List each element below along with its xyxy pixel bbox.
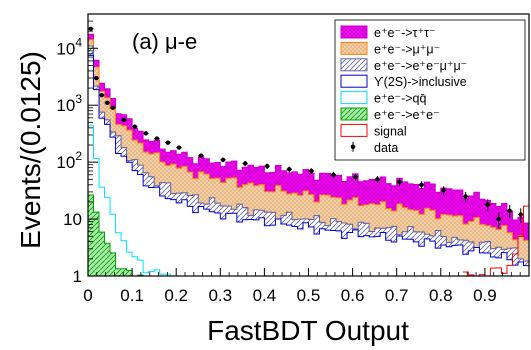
legend-swatch — [340, 123, 368, 137]
y-tick-label: 102 — [56, 149, 82, 172]
data-point — [330, 171, 337, 179]
data-point — [143, 131, 149, 136]
data-point — [352, 173, 359, 181]
data-point — [517, 208, 524, 223]
data-point — [93, 75, 100, 81]
y-axis-title: Events/(0.0125) — [15, 51, 46, 249]
series-6-histogram — [462, 149, 529, 276]
legend-label: e⁺e⁻->μ⁺μ⁻ — [374, 42, 440, 56]
data-point — [264, 163, 270, 169]
x-tick-label: 0 — [83, 286, 92, 305]
x-axis: 0 0.1 0.2 0.3 0.4 0.5 0.6 0.7 0.8 0.9 — [83, 268, 521, 305]
legend-label: data — [374, 141, 398, 155]
data-point — [88, 26, 94, 31]
legend-swatch — [340, 91, 368, 105]
data-point — [132, 124, 138, 129]
series-4-histogram — [88, 125, 172, 276]
legend-item: signal — [340, 123, 407, 138]
legend-item: e⁺e⁻->e⁺e⁻ — [340, 107, 440, 122]
data-points-layer — [88, 26, 524, 229]
legend-label: e⁺e⁻->τ⁺τ⁻ — [374, 26, 436, 40]
data-point — [154, 136, 160, 141]
data-point — [176, 145, 182, 150]
y-axis: 1 10 102 103 104 — [56, 20, 98, 286]
legend-swatch — [340, 41, 368, 55]
legend-item: e⁺e⁻->qq̄ — [340, 91, 427, 106]
data-point — [165, 140, 171, 145]
data-point — [308, 168, 315, 175]
x-tick-label: 0.9 — [473, 286, 497, 305]
y-tick-label: 1 — [73, 267, 82, 286]
data-point — [396, 178, 403, 186]
legend-swatch — [340, 74, 368, 88]
legend-label: e⁺e⁻->e⁺e⁻μ⁺μ⁻ — [374, 59, 467, 73]
legend-label: signal — [374, 124, 407, 138]
data-point — [484, 199, 491, 212]
legend-item: data — [350, 141, 398, 155]
y-tick-label: 10 — [63, 210, 82, 229]
histogram-layer — [88, 33, 529, 276]
data-point — [374, 176, 381, 184]
legend-item: e⁺e⁻->μ⁺μ⁻ — [340, 41, 440, 56]
data-point — [104, 100, 111, 106]
data-point — [286, 166, 292, 173]
x-tick-label: 0.8 — [429, 286, 453, 305]
data-point — [110, 105, 116, 111]
data-point — [506, 204, 513, 219]
y-tick-label: 104 — [56, 35, 82, 58]
data-point — [440, 186, 447, 196]
legend-swatch — [340, 107, 368, 121]
panel-label: (a) μ-e — [132, 29, 197, 54]
legend-swatch — [350, 144, 356, 150]
x-tick-label: 0.3 — [208, 286, 232, 305]
legend-item: ϒ(2S)->inclusive — [340, 74, 467, 89]
data-point — [495, 212, 502, 229]
legend-swatch — [340, 25, 368, 39]
data-point — [99, 92, 105, 98]
x-tick-label: 0.6 — [341, 286, 365, 305]
data-point — [220, 157, 226, 163]
x-tick-label: 0.2 — [164, 286, 188, 305]
data-point — [242, 160, 248, 167]
legend-label: ϒ(2S)->inclusive — [374, 75, 467, 89]
x-axis-title: FastBDT Output — [207, 315, 409, 346]
legend: e⁺e⁻->τ⁺τ⁻ e⁺e⁻->μ⁺μ⁻ e⁺e⁻->e⁺e⁻μ⁺μ⁻ ϒ(2S)-… — [334, 19, 526, 161]
legend-item: e⁺e⁻->e⁺e⁻μ⁺μ⁻ — [340, 58, 467, 73]
series-3-histogram — [88, 54, 529, 276]
series-5-histogram — [88, 194, 144, 276]
x-tick-label: 0.4 — [253, 286, 277, 305]
data-point — [418, 181, 425, 190]
legend-box — [334, 19, 526, 161]
data-point — [121, 117, 127, 123]
y-tick-label: 103 — [56, 92, 82, 115]
x-tick-label: 0.1 — [120, 286, 144, 305]
legend-label: e⁺e⁻->e⁺e⁻ — [374, 108, 440, 122]
legend-swatch — [340, 58, 368, 72]
data-point — [198, 153, 204, 158]
x-tick-label: 0.7 — [385, 286, 409, 305]
legend-item: e⁺e⁻->τ⁺τ⁻ — [340, 25, 436, 40]
data-point — [462, 191, 469, 202]
legend-label: e⁺e⁻->qq̄ — [374, 92, 427, 106]
x-tick-label: 0.5 — [297, 286, 321, 305]
